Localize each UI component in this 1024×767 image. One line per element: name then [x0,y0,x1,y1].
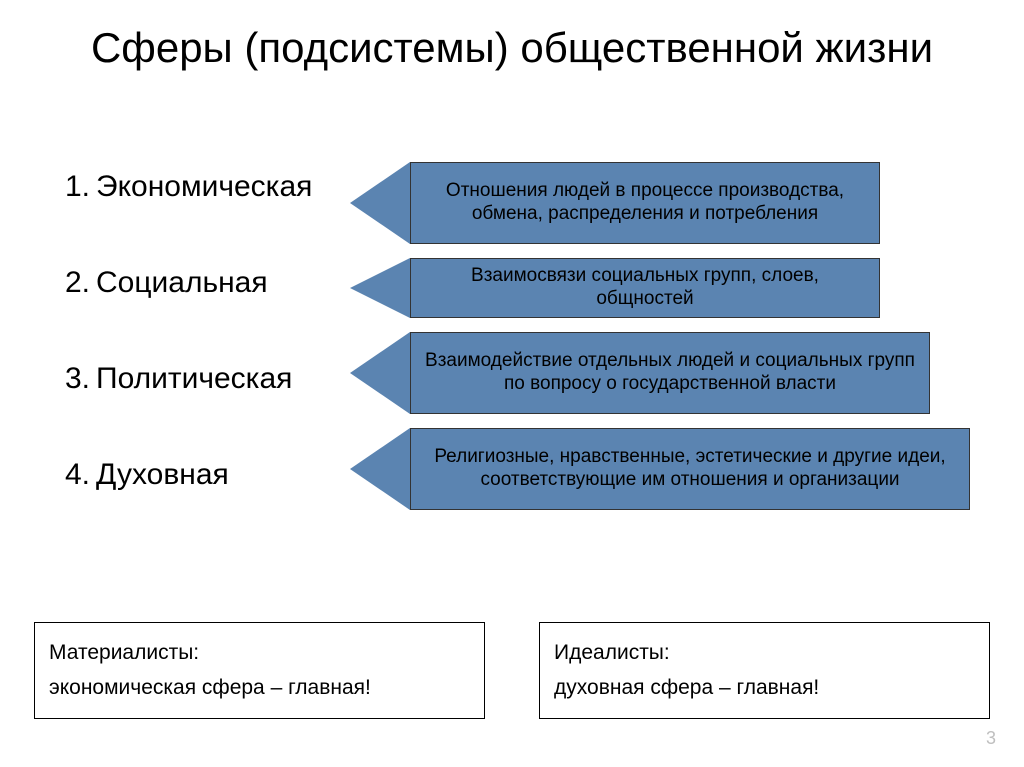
page-title: Сферы (подсистемы) общественной жизни [0,0,1024,72]
bottom-boxes: Материалисты: экономическая сфера – глав… [34,622,990,719]
arrow-body: Отношения людей в процессе производства,… [410,162,880,244]
arrow-body: Взаимосвязи социальных групп, слоев, общ… [410,258,880,318]
box-heading: Идеалисты: [554,635,975,671]
arrow-body: Взаимодействие отдельных людей и социаль… [410,332,930,414]
arrow-tip-icon [350,162,410,244]
arrow-tip-icon [350,258,410,318]
list-number: 2. [50,266,90,300]
list-number: 3. [50,362,90,396]
box-text: духовная сфера – главная! [554,670,975,706]
sphere-name: Политическая [96,362,292,395]
sphere-name: Социальная [96,266,268,299]
arrow-callout: Религиозные, нравственные, эстетические … [350,428,970,510]
arrow-callout: Взаимодействие отдельных людей и социаль… [350,332,930,414]
page-number: 3 [986,728,996,749]
arrow-body: Религиозные, нравственные, эстетические … [410,428,970,510]
sphere-name: Духовная [96,458,229,491]
box-heading: Материалисты: [49,635,470,671]
arrow-tip-icon [350,332,410,414]
arrow-tip-icon [350,428,410,510]
idealists-box: Идеалисты: духовная сфера – главная! [539,622,990,719]
list-number: 4. [50,458,90,492]
arrow-callout: Отношения людей в процессе производства,… [350,162,880,244]
box-text: экономическая сфера – главная! [49,670,470,706]
materialists-box: Материалисты: экономическая сфера – глав… [34,622,485,719]
list-number: 1. [50,170,90,204]
sphere-name: Экономическая [96,170,312,203]
arrow-column: Отношения людей в процессе производства,… [350,162,1010,524]
arrow-callout: Взаимосвязи социальных групп, слоев, общ… [350,258,880,318]
